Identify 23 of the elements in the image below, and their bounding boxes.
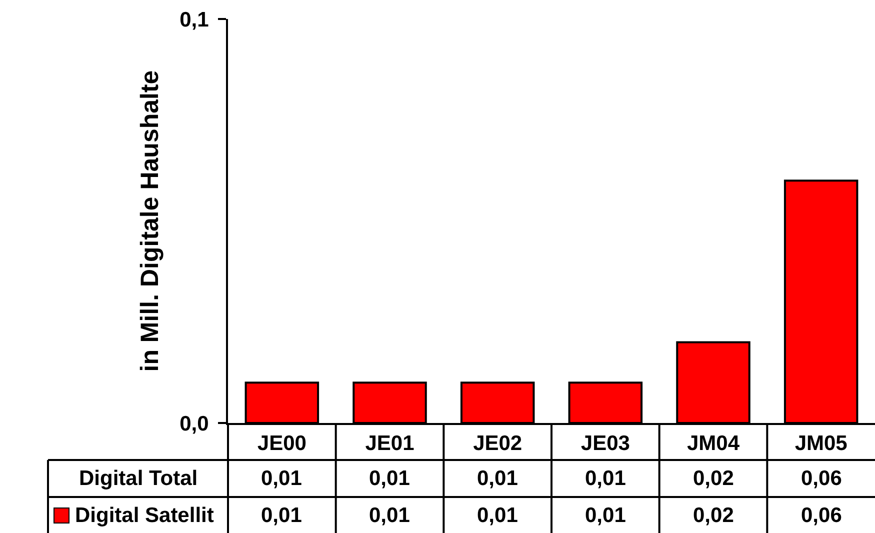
total-label: 0,01 xyxy=(585,467,626,490)
x-tick-label: JE02 xyxy=(473,432,522,456)
data-label: 0,02 xyxy=(693,504,734,527)
total-label: 0,01 xyxy=(477,467,518,490)
data-label: 0,01 xyxy=(477,504,518,527)
data-label: 0,01 xyxy=(369,504,410,527)
data-label: 0,06 xyxy=(801,504,842,527)
y-tick-label: 0,0 xyxy=(180,412,209,436)
x-tick-label: JE00 xyxy=(257,432,306,456)
data-label: 0,01 xyxy=(585,504,626,527)
total-label: 0,01 xyxy=(261,467,302,490)
x-tick-label: JM04 xyxy=(686,432,740,456)
total-label: 0,01 xyxy=(369,467,410,490)
legend-label: Digital Satellit xyxy=(75,504,214,527)
y-tick-label: 0,1 xyxy=(180,8,210,32)
data-label: 0,01 xyxy=(261,504,302,527)
x-tick-label: JM05 xyxy=(794,432,848,456)
total-label: 0,06 xyxy=(801,467,842,490)
text: Digital Total xyxy=(79,467,198,490)
y-axis-title: in Mill. Digitale Haushalte xyxy=(136,70,164,372)
total-label: 0,02 xyxy=(693,467,734,490)
x-tick-label: JE01 xyxy=(365,432,415,456)
x-tick-label: JE03 xyxy=(580,432,630,456)
